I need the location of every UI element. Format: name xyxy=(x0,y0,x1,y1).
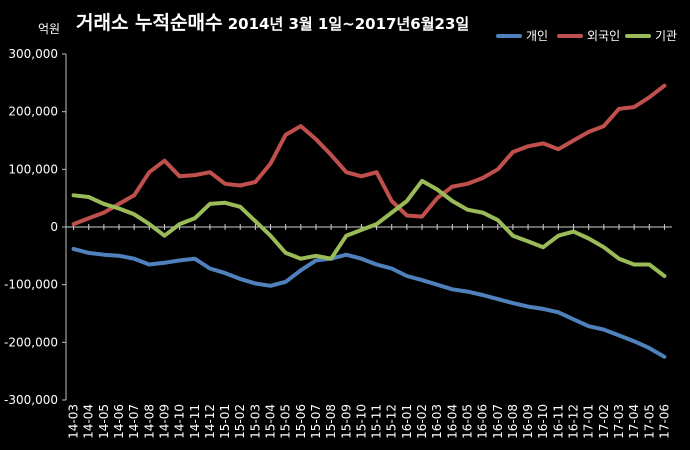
chart-title: 거래소 누적순매수 2014년 3월 1일~2017년6월23일 xyxy=(76,8,469,35)
legend-label: 외국인 xyxy=(587,29,621,43)
series-line-individual xyxy=(71,246,667,359)
x-tick-label: 16-05 xyxy=(460,404,474,439)
legend-item-institution: 기관 xyxy=(625,27,677,44)
legend-item-foreign: 외국인 xyxy=(557,27,620,44)
x-tick-label: 17-01 xyxy=(582,404,596,439)
series-line-institution xyxy=(71,178,667,278)
x-tick-label: 16-10 xyxy=(536,404,550,439)
y-tick-label: 300,000 xyxy=(8,47,58,61)
chart-title-main: 거래소 누적순매수 xyxy=(76,12,223,34)
x-tick-label: 15-04 xyxy=(264,404,278,439)
x-tick-label: 15-08 xyxy=(324,404,338,439)
x-tick-label: 15-02 xyxy=(233,404,247,439)
x-tick-label: 14-09 xyxy=(157,404,171,439)
x-tick-label: 14-04 xyxy=(82,404,96,439)
y-tick-label: 0 xyxy=(50,220,58,234)
x-tick-label: 16-06 xyxy=(476,404,490,439)
x-tick-label: 16-04 xyxy=(445,404,459,439)
legend-swatch xyxy=(496,33,522,38)
legend-label: 개인 xyxy=(526,29,549,43)
x-tick-label: 15-03 xyxy=(248,404,262,439)
x-tick-label: 17-02 xyxy=(597,404,611,439)
legend-swatch xyxy=(557,33,583,38)
chart-title-sub: 2014년 3월 1일~2017년6월23일 xyxy=(227,15,470,33)
x-tick-label: 14-10 xyxy=(173,404,187,439)
y-tick-label: -200,000 xyxy=(4,335,58,349)
x-tick-label: 16-02 xyxy=(415,404,429,439)
x-tick-label: 15-11 xyxy=(370,404,384,439)
legend-swatch xyxy=(625,33,651,38)
y-tick-label: 100,000 xyxy=(8,162,58,176)
x-tick-label: 17-04 xyxy=(627,404,641,439)
x-tick-label: 14-12 xyxy=(203,404,217,439)
x-tick-label: 15-05 xyxy=(279,404,293,439)
x-tick-label: 16-12 xyxy=(567,404,581,439)
y-tick-label: -100,000 xyxy=(4,278,58,292)
x-tick-label: 14-11 xyxy=(188,404,202,439)
y-tick-label: -300,000 xyxy=(4,393,58,407)
x-tick-label: 14-03 xyxy=(67,404,81,439)
x-tick-label: 16-08 xyxy=(506,404,520,439)
legend-label: 기관 xyxy=(655,29,678,43)
series-line-foreign xyxy=(71,83,667,227)
x-tick-label: 17-05 xyxy=(642,404,656,439)
x-tick-label: 17-06 xyxy=(657,404,671,439)
x-tick-label: 15-09 xyxy=(339,404,353,439)
x-tick-label: 14-08 xyxy=(142,404,156,439)
x-tick-label: 16-07 xyxy=(491,404,505,439)
x-tick-label: 14-07 xyxy=(127,404,141,439)
x-tick-label: 16-03 xyxy=(430,404,444,439)
y-axis-unit: 억원 xyxy=(38,22,61,36)
x-tick-label: 15-10 xyxy=(354,404,368,439)
x-tick-labels: 14-03 14-04 14-05 14-06 14-07 14-08 14-09 14-10… xyxy=(67,224,671,439)
x-tick-label: 17-03 xyxy=(612,404,626,439)
x-tick-label: 16-11 xyxy=(551,404,565,439)
x-tick-label: 16-09 xyxy=(521,404,535,439)
x-tick-label: 15-07 xyxy=(309,404,323,439)
y-tick-label: 200,000 xyxy=(8,105,58,119)
y-tick-labels: 300,000 200,000 100,000 0 -100,000 -200,000 -3… xyxy=(4,47,66,407)
x-tick-label: 15-01 xyxy=(218,404,232,439)
legend-item-individual: 개인 xyxy=(496,27,548,44)
series-lines xyxy=(71,83,667,359)
x-tick-label: 14-05 xyxy=(97,404,111,439)
x-tick-label: 15-12 xyxy=(385,404,399,439)
x-tick-label: 14-06 xyxy=(112,404,126,439)
x-tick-label: 16-01 xyxy=(400,404,414,439)
x-tick-label: 15-06 xyxy=(294,404,308,439)
